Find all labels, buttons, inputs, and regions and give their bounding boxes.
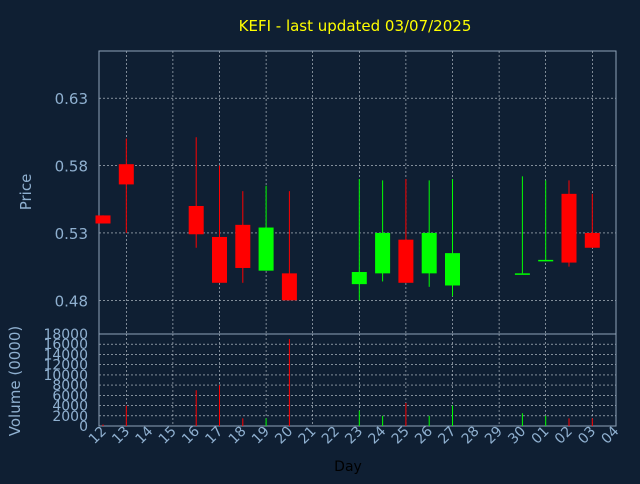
volume-y-ticks: 0200040006000800010000120001400016000180… <box>43 327 88 435</box>
candle-body <box>421 232 437 274</box>
volume-y-tick-label: 4000 <box>52 399 88 415</box>
volume-y-tick-label: 6000 <box>52 388 88 404</box>
candle-25 <box>398 179 414 283</box>
candle-19 <box>258 185 274 271</box>
candle-17 <box>212 165 227 283</box>
price-y-tick-label: 0.48 <box>55 292 88 310</box>
price-y-axis-label: Price <box>17 174 35 211</box>
candle-02 <box>561 180 577 267</box>
volume-y-tick-label: 14000 <box>43 347 88 363</box>
volume-y-tick-label: 8000 <box>52 378 88 394</box>
candle-16 <box>188 137 204 248</box>
candle-body <box>212 236 227 283</box>
volume-bar-series <box>102 339 593 426</box>
x-axis-label: Day <box>334 459 362 475</box>
volume-y-tick-label: 0 <box>79 419 88 435</box>
volume-y-axis-label: Volume (0000) <box>6 326 24 436</box>
volume-y-tick-label: 18000 <box>43 327 88 343</box>
candle-20 <box>281 191 297 301</box>
candle-body <box>258 227 274 271</box>
volume-y-tick-label: 12000 <box>43 358 88 374</box>
candle-13 <box>118 138 134 233</box>
candle-body <box>235 224 251 268</box>
x-axis-ticks: 12 13 14 15 16 17 18 19 20 21 22 23 24 25 26 27 28 29 30 01… <box>86 423 623 447</box>
candle-body <box>118 164 134 185</box>
candle-body <box>514 273 530 275</box>
candle-body <box>375 232 391 274</box>
candle-12 <box>95 215 111 224</box>
candle-27 <box>445 179 460 297</box>
candle-body <box>398 239 414 283</box>
candle-body <box>351 272 367 285</box>
candle-body <box>445 253 460 286</box>
candle-body <box>281 273 297 301</box>
candle-body <box>584 232 600 248</box>
volume-y-tick-label: 2000 <box>52 409 88 425</box>
candle-01 <box>538 180 554 262</box>
candle-body <box>538 259 554 262</box>
candle-26 <box>421 180 437 287</box>
candle-03 <box>584 193 600 248</box>
candle-body <box>95 215 111 224</box>
volume-plot-frame <box>98 333 617 427</box>
volume-y-tick-label: 10000 <box>43 368 88 384</box>
volume-y-tick-label: 16000 <box>43 337 88 353</box>
chart-title: KEFI - last updated 03/07/2025 <box>239 17 472 35</box>
candlestick-series <box>95 137 600 301</box>
price-y-tick-label: 0.53 <box>55 225 88 243</box>
candle-30 <box>514 176 530 275</box>
price-y-ticks: 0.48 0.53 0.58 0.63 <box>55 90 88 310</box>
price-y-tick-label: 0.58 <box>55 158 88 176</box>
candle-24 <box>375 180 391 282</box>
price-y-tick-label: 0.63 <box>55 90 88 108</box>
candle-body <box>561 193 577 263</box>
candle-body <box>188 205 204 235</box>
candle-23 <box>351 179 367 301</box>
candle-18 <box>235 191 251 283</box>
